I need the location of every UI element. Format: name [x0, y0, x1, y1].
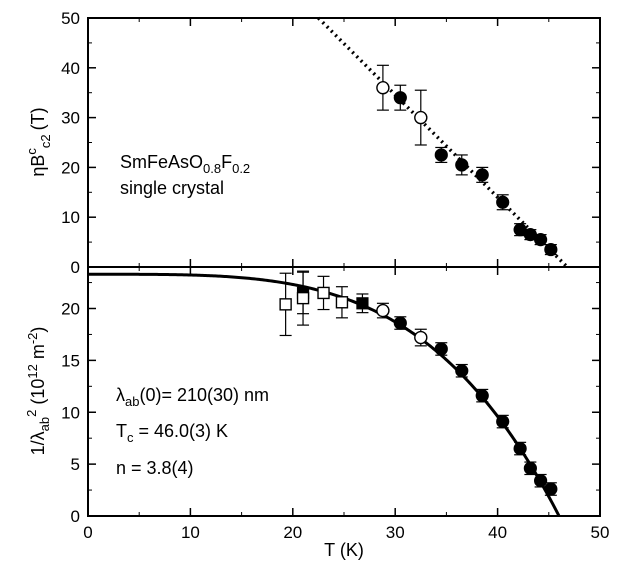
bottom-data-point — [376, 302, 390, 319]
marker-open-circle — [376, 81, 390, 95]
bottom-data-point — [534, 473, 548, 488]
bottom-ytick-label: 10 — [61, 403, 80, 422]
annotation-lambda: λab(0)= 210(30) nm — [116, 385, 269, 409]
marker-filled-circle — [534, 233, 548, 247]
bottom-ytick-label: 15 — [61, 351, 80, 370]
bottom-xtick-label: 0 — [83, 523, 92, 542]
marker-filled-circle — [544, 242, 558, 257]
marker-open-square — [317, 286, 330, 300]
bottom-data-point — [414, 328, 428, 347]
top-data-point — [393, 84, 407, 111]
top-data-point — [496, 194, 510, 211]
bottom-data-point — [279, 272, 292, 337]
marker-filled-circle — [534, 474, 548, 488]
bottom-xtick-label: 30 — [386, 523, 405, 542]
bottom-data-point — [434, 342, 448, 356]
top-data-point — [475, 166, 489, 183]
bottom-data-point — [296, 270, 310, 326]
bottom-ytick-label: 5 — [71, 455, 80, 474]
top-ytick-label: 10 — [61, 208, 80, 227]
top-data-point — [513, 223, 527, 237]
top-annotation-compound: SmFeAsO0.8F0.2 — [120, 152, 250, 176]
bottom-data-points — [279, 270, 558, 496]
bottom-xtick-label: 40 — [488, 523, 507, 542]
marker-open-square — [279, 298, 292, 311]
marker-filled-circle — [475, 389, 489, 403]
marker-open-circle — [414, 110, 428, 125]
top-data-point — [534, 233, 548, 247]
marker-filled-circle — [475, 168, 489, 182]
annotation-n: n = 3.8(4) — [116, 458, 194, 478]
bottom-data-point — [455, 363, 469, 378]
bottom-data-point — [475, 388, 489, 403]
marker-open-circle — [376, 303, 390, 318]
bottom-ylabel: 1/λab2 (1012 m-2) — [24, 327, 52, 456]
marker-open-circle — [414, 330, 428, 345]
annotation-tc: Tc = 46.0(3) K — [116, 421, 228, 445]
marker-filled-circle — [434, 342, 448, 356]
top-ytick-label: 30 — [61, 109, 80, 128]
bottom-xtick-label: 20 — [283, 523, 302, 542]
marker-filled-circle — [455, 364, 469, 378]
bottom-ytick-label: 20 — [61, 300, 80, 319]
bottom-axis-ticks: 0 5 10 15 20 0 10 20 30 40 50 — [61, 267, 609, 542]
marker-filled-circle — [434, 148, 448, 162]
top-annotation-sample: single crystal — [120, 178, 224, 198]
marker-filled-circle — [496, 195, 510, 209]
marker-filled-circle — [393, 91, 407, 105]
bottom-data-point — [335, 286, 349, 319]
bottom-xtick-label: 50 — [591, 523, 610, 542]
top-data-point — [544, 242, 558, 257]
bottom-data-point — [393, 316, 407, 330]
top-ylabel: ηBcc2(T) — [24, 107, 53, 176]
bottom-data-point — [356, 293, 369, 314]
top-ytick-label: 0 — [71, 258, 80, 277]
marker-filled-circle — [496, 414, 510, 429]
top-ytick-label: 50 — [61, 9, 80, 28]
top-ytick-label: 20 — [61, 158, 80, 177]
bottom-data-point — [496, 414, 510, 429]
bottom-xtick-label: 10 — [181, 523, 200, 542]
x-axis-label: T (K) — [324, 540, 364, 560]
bottom-data-point — [317, 275, 330, 311]
top-data-point — [455, 154, 469, 176]
marker-filled-circle — [455, 158, 469, 172]
marker-filled-square — [356, 297, 369, 310]
bottom-data-point — [513, 441, 527, 456]
top-data-points — [376, 64, 558, 257]
top-data-point — [376, 64, 390, 111]
marker-open-square — [296, 291, 310, 305]
marker-filled-circle — [513, 441, 527, 456]
marker-filled-circle — [523, 461, 537, 475]
marker-filled-circle — [544, 482, 558, 496]
marker-filled-circle — [393, 316, 407, 330]
top-data-point — [434, 146, 448, 164]
top-data-point — [414, 89, 428, 146]
marker-open-square — [335, 296, 349, 309]
bottom-ytick-label: 0 — [71, 507, 80, 526]
top-axis-ticks: 0 10 20 30 40 50 — [61, 9, 601, 277]
bottom-data-point — [523, 461, 537, 476]
top-ytick-label: 40 — [61, 59, 80, 78]
top-data-point — [523, 228, 537, 242]
bottom-data-point — [544, 482, 558, 496]
